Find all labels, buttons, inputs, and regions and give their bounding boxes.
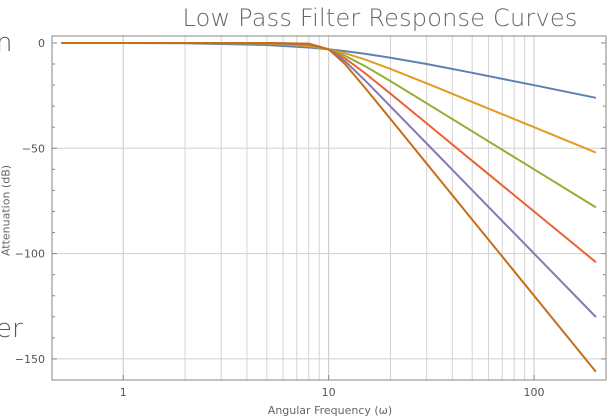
y-tick-label: 0 [38, 37, 45, 50]
background-text-fragment: er [0, 314, 23, 344]
y-tick-label: −150 [15, 353, 45, 366]
x-tick-label: 1 [120, 386, 127, 399]
x-tick-label: 10 [322, 386, 336, 399]
chart-title: Low Pass Filter Response Curves [182, 4, 578, 32]
background-text-fragment: n [0, 28, 13, 58]
y-tick-label: −100 [15, 248, 45, 261]
series-line-6 [61, 42, 597, 373]
x-tick-label: 100 [524, 386, 545, 399]
y-tick-label: −50 [22, 142, 45, 155]
